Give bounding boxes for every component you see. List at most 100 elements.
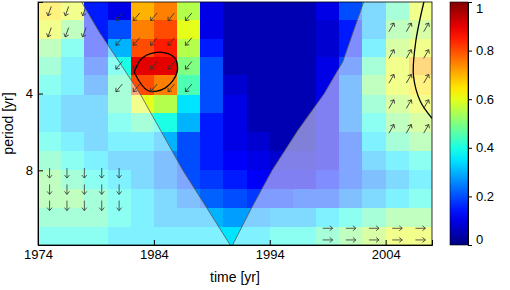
tick: 2004 — [372, 240, 401, 262]
phase-arrow — [346, 226, 356, 231]
tick: 0.6 — [468, 92, 494, 107]
tick: 0.2 — [468, 189, 494, 204]
tick: 0.8 — [468, 43, 494, 58]
phase-arrow — [369, 237, 379, 242]
cell — [177, 95, 201, 114]
cell — [316, 20, 340, 39]
cell — [177, 20, 201, 39]
phase-arrow — [114, 36, 124, 47]
cell — [247, 95, 271, 114]
cell — [177, 57, 201, 76]
contour — [413, 2, 432, 118]
phase-arrow — [131, 36, 141, 47]
phase-arrow — [166, 82, 176, 93]
axis-colorbar.ticks: 00.20.40.60.81 — [468, 1, 494, 247]
phase-arrow — [422, 22, 431, 33]
tick-label: 0.8 — [476, 43, 494, 58]
phase-arrow — [387, 48, 396, 59]
phase-arrow — [404, 99, 413, 110]
phase-arrow — [47, 184, 52, 194]
tick-mark — [154, 240, 155, 245]
axis-line — [39, 240, 433, 246]
cell — [108, 2, 132, 21]
phase-arrow — [82, 184, 87, 194]
phase-arrow — [64, 168, 69, 178]
cell — [223, 57, 247, 76]
phase-arrow — [387, 99, 396, 110]
cell — [293, 20, 317, 39]
phase-arrow — [47, 201, 52, 211]
tick-mark — [468, 148, 472, 149]
plot-frame — [38, 2, 432, 245]
cell — [316, 2, 340, 21]
tick-label: 2004 — [372, 247, 401, 262]
cell — [223, 113, 247, 132]
cell — [177, 132, 201, 151]
phase-arrow — [47, 168, 52, 178]
cell — [154, 95, 178, 114]
cell — [200, 113, 224, 132]
tick-label: 8 — [26, 163, 33, 178]
tick-label: 1 — [476, 1, 483, 16]
tick-label: 0.4 — [476, 140, 494, 155]
cell — [247, 132, 271, 151]
phase-arrow — [99, 168, 104, 178]
cell — [223, 189, 247, 208]
phase-arrow — [149, 82, 159, 93]
cell — [177, 75, 201, 95]
cell — [293, 39, 317, 57]
phase-arrows — [46, 6, 431, 243]
tick-mark — [468, 245, 472, 246]
axis-line — [469, 3, 473, 246]
cell — [200, 95, 224, 114]
tick-label: 0.2 — [476, 189, 494, 204]
phase-arrow — [387, 73, 396, 84]
cell — [223, 151, 247, 170]
phase-arrow — [422, 73, 431, 84]
cell — [247, 20, 271, 39]
phase-arrow — [46, 6, 54, 17]
colorbar — [450, 2, 468, 245]
phase-arrow — [149, 36, 159, 47]
tick-mark — [468, 2, 472, 3]
phase-arrow — [114, 11, 124, 22]
phase-arrow — [64, 184, 69, 194]
cell — [131, 20, 155, 39]
phase-arrow — [166, 36, 176, 47]
phase-arrow — [415, 226, 425, 231]
phase-arrow — [184, 60, 194, 71]
tick-mark — [38, 170, 43, 171]
cell — [108, 20, 132, 39]
coi-line — [80, 2, 365, 245]
cell — [247, 39, 271, 57]
phase-arrow — [323, 226, 333, 231]
coi-shade — [38, 2, 432, 245]
phase-arrow — [392, 226, 402, 231]
tick: 4 — [26, 86, 43, 101]
phase-arrow — [114, 60, 124, 71]
phase-arrow — [131, 11, 141, 22]
phase-arrow — [387, 123, 396, 134]
phase-arrow — [131, 82, 141, 93]
tick-mark — [468, 99, 472, 100]
tick-mark — [386, 240, 387, 245]
phase-arrow — [323, 237, 333, 242]
cell — [223, 170, 247, 190]
cell — [200, 75, 224, 95]
tick: 8 — [26, 163, 43, 178]
phase-arrow — [80, 27, 88, 38]
phase-arrow — [82, 201, 87, 211]
phase-arrow — [63, 6, 71, 17]
cell — [270, 2, 294, 21]
axis-xticks: 1974198419942004 — [24, 240, 432, 262]
cell — [247, 151, 271, 170]
phase-arrow — [166, 60, 176, 71]
phase-arrow — [404, 123, 413, 134]
phase-arrow — [404, 73, 413, 84]
phase-arrow — [415, 237, 425, 242]
phase-arrow — [184, 11, 194, 22]
phase-arrow — [46, 27, 54, 38]
cell — [270, 113, 294, 132]
cell — [223, 39, 247, 57]
phase-arrow — [422, 48, 431, 59]
